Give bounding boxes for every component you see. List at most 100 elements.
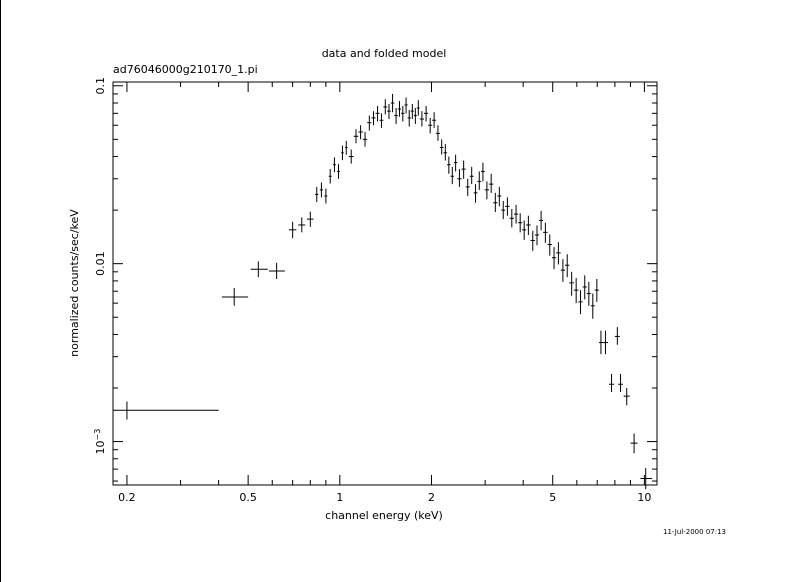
data-point (501, 201, 506, 220)
data-point (324, 188, 328, 204)
data-point (113, 401, 219, 420)
data-point (306, 211, 314, 227)
data-point (358, 125, 363, 140)
x-tick-label: 0.5 (239, 491, 257, 504)
data-point (518, 213, 523, 233)
data-point (573, 278, 579, 304)
data-point (469, 166, 474, 185)
data-point (328, 168, 332, 184)
y-tick-exponent: −3 (93, 429, 102, 441)
data-point (298, 217, 306, 233)
data-point (341, 145, 344, 161)
data-point (473, 184, 478, 203)
data-point (465, 178, 470, 197)
data-point (397, 101, 402, 117)
data-point (387, 103, 391, 120)
data-point (413, 107, 417, 124)
data-points (113, 93, 653, 490)
data-point (432, 112, 437, 128)
data-point (477, 171, 482, 190)
data-point (401, 105, 405, 122)
data-point (509, 208, 514, 228)
data-point (315, 186, 319, 203)
data-point (526, 215, 531, 235)
y-tick-label: 0.01 (94, 251, 107, 276)
data-point (419, 111, 425, 127)
data-point (410, 103, 414, 120)
data-point (598, 330, 603, 355)
data-point (390, 93, 395, 113)
data-point (407, 110, 411, 127)
data-point (450, 166, 454, 185)
data-point (436, 125, 440, 141)
data-point (530, 230, 535, 251)
x-axis-label: channel energy (keV) (325, 509, 443, 522)
data-point (551, 247, 557, 270)
data-point (547, 234, 552, 256)
data-point (569, 271, 574, 296)
chart-title: data and folded model (322, 47, 447, 60)
data-point (543, 222, 548, 243)
data-point (447, 156, 451, 174)
data-point (614, 327, 620, 345)
data-point (565, 254, 570, 278)
data-point (268, 262, 285, 280)
data-point (443, 144, 448, 161)
data-point (534, 225, 540, 246)
data-point (522, 220, 527, 240)
x-tick-label: 10 (637, 491, 651, 504)
data-point (424, 105, 429, 122)
y-tick-label: 10−3 (93, 429, 108, 455)
data-point (582, 275, 587, 300)
data-point (375, 105, 380, 122)
axis-tick-labels: 0.2 0.5 1 2 5 10 0.1 0.01 10−3 (93, 77, 652, 504)
y-tick-label: 0.1 (94, 77, 107, 95)
y-axis-label: normalized counts/sec/keV (68, 209, 81, 357)
data-point (457, 169, 462, 187)
data-point (489, 173, 494, 193)
data-point (404, 97, 408, 114)
data-point (497, 186, 502, 207)
data-point (493, 192, 498, 213)
data-point (367, 115, 372, 131)
data-point (250, 261, 268, 278)
data-point (539, 210, 544, 231)
data-point (383, 99, 388, 115)
data-point (416, 100, 420, 116)
data-point (379, 113, 384, 128)
data-point (221, 287, 249, 306)
data-point (345, 140, 348, 155)
x-tick-label: 0.2 (118, 491, 136, 504)
plot-frame (112, 81, 658, 486)
data-point (560, 259, 566, 282)
data-point (371, 111, 376, 126)
data-point (453, 154, 458, 172)
data-point (362, 131, 368, 147)
data-point (353, 129, 359, 144)
x-tick-label: 2 (428, 491, 435, 504)
data-point (461, 160, 466, 179)
x-tick-label: 1 (336, 491, 343, 504)
data-point (618, 373, 623, 392)
data-point (623, 388, 630, 406)
data-point (288, 221, 297, 239)
data-point (439, 139, 444, 155)
data-point (578, 290, 583, 315)
data-point (337, 164, 340, 179)
data-point (394, 107, 398, 124)
data-point (484, 181, 490, 200)
data-point (608, 373, 615, 392)
data-point (630, 433, 638, 454)
data-point (333, 157, 336, 173)
data-point (640, 468, 653, 490)
axis-ticks (113, 82, 657, 485)
data-point (590, 293, 595, 319)
data-point (586, 281, 591, 306)
data-point (348, 149, 354, 164)
data-point (602, 330, 609, 355)
plot-timestamp: 11-Jul-2000 07:13 (663, 528, 726, 536)
data-point (513, 204, 519, 224)
data-point (556, 242, 561, 265)
data-point (428, 117, 433, 134)
